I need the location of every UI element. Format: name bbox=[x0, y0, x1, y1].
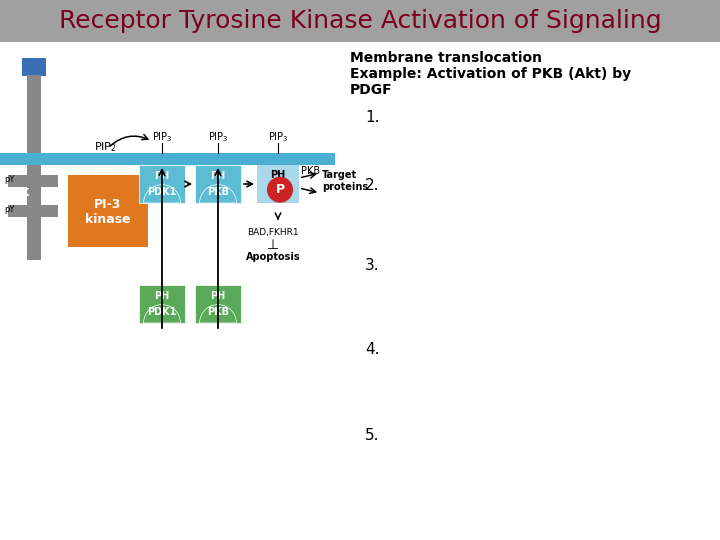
Text: P: P bbox=[276, 183, 284, 196]
Text: 3.: 3. bbox=[365, 258, 379, 273]
Text: BAD,FKHR1: BAD,FKHR1 bbox=[247, 228, 299, 238]
Text: ⊥: ⊥ bbox=[267, 238, 279, 252]
Text: PKB: PKB bbox=[207, 307, 229, 318]
Text: PTK: PTK bbox=[9, 188, 30, 198]
FancyBboxPatch shape bbox=[22, 58, 46, 76]
Text: PIP$_3$: PIP$_3$ bbox=[268, 130, 288, 144]
Text: PDK1: PDK1 bbox=[148, 187, 176, 197]
Text: PH: PH bbox=[154, 171, 170, 181]
Text: Apoptosis: Apoptosis bbox=[246, 252, 300, 262]
Text: PDGF: PDGF bbox=[350, 83, 392, 97]
FancyBboxPatch shape bbox=[195, 285, 241, 323]
Wedge shape bbox=[261, 186, 294, 203]
FancyBboxPatch shape bbox=[0, 153, 335, 165]
Text: PH: PH bbox=[210, 291, 225, 301]
FancyBboxPatch shape bbox=[0, 0, 720, 42]
Wedge shape bbox=[143, 185, 181, 203]
Text: 1.: 1. bbox=[365, 111, 379, 125]
FancyBboxPatch shape bbox=[257, 165, 299, 203]
Text: 4.: 4. bbox=[365, 342, 379, 357]
FancyBboxPatch shape bbox=[27, 75, 41, 153]
Text: Target
proteins: Target proteins bbox=[322, 170, 368, 192]
Wedge shape bbox=[199, 305, 236, 323]
Text: 5.: 5. bbox=[365, 428, 379, 442]
FancyBboxPatch shape bbox=[27, 165, 41, 260]
Text: PH: PH bbox=[210, 171, 225, 181]
Text: PI-3
kinase: PI-3 kinase bbox=[85, 198, 131, 226]
Text: pY: pY bbox=[4, 205, 14, 213]
Text: 2.: 2. bbox=[365, 178, 379, 192]
FancyBboxPatch shape bbox=[139, 285, 185, 323]
FancyBboxPatch shape bbox=[68, 175, 148, 247]
Wedge shape bbox=[143, 305, 181, 323]
Text: Example: Activation of PKB (Akt) by: Example: Activation of PKB (Akt) by bbox=[350, 67, 631, 81]
Text: Membrane translocation: Membrane translocation bbox=[350, 51, 542, 65]
Text: Receptor Tyrosine Kinase Activation of Signaling: Receptor Tyrosine Kinase Activation of S… bbox=[59, 9, 661, 33]
Text: PIP$_3$: PIP$_3$ bbox=[152, 130, 172, 144]
Text: PH: PH bbox=[154, 291, 170, 301]
Wedge shape bbox=[199, 185, 236, 203]
FancyBboxPatch shape bbox=[8, 205, 58, 217]
FancyBboxPatch shape bbox=[8, 175, 58, 187]
Text: PKB: PKB bbox=[301, 166, 320, 176]
Text: PH: PH bbox=[271, 170, 286, 179]
FancyBboxPatch shape bbox=[195, 165, 241, 203]
Text: PDK1: PDK1 bbox=[148, 307, 176, 318]
Circle shape bbox=[267, 177, 293, 202]
Text: PIP$_2$: PIP$_2$ bbox=[94, 140, 117, 154]
Text: PIP$_3$: PIP$_3$ bbox=[208, 130, 228, 144]
Text: pY: pY bbox=[4, 174, 14, 184]
Text: PKB: PKB bbox=[207, 187, 229, 197]
FancyBboxPatch shape bbox=[139, 165, 185, 203]
